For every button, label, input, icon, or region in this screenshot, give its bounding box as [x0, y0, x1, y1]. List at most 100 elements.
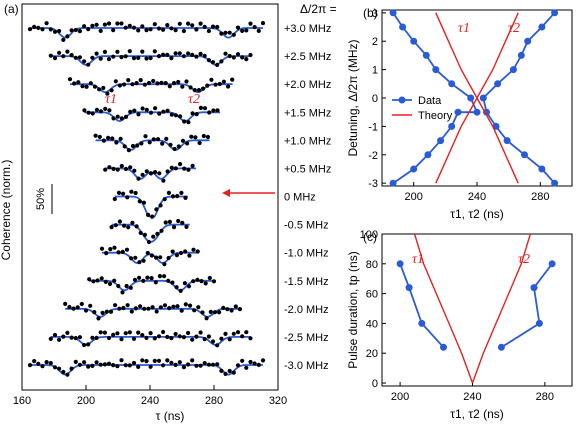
trace-point	[150, 214, 155, 219]
trace-point	[189, 134, 194, 139]
trace-point	[169, 165, 174, 170]
trace-point	[176, 79, 181, 85]
trace-point	[104, 309, 109, 314]
trace-point	[123, 331, 128, 336]
trace-point	[231, 370, 236, 375]
trace-point	[162, 262, 167, 267]
tau1-label-a: τ1	[105, 92, 117, 107]
trace-point	[130, 220, 135, 225]
trace-point	[156, 26, 162, 31]
data-point	[551, 179, 559, 187]
trace-point	[157, 111, 162, 116]
trace-point	[106, 57, 112, 62]
trace-point	[173, 362, 178, 367]
trace-point	[44, 21, 49, 26]
trace-point	[48, 336, 53, 341]
trace-point	[40, 27, 45, 32]
tau2-label-a: τ2	[188, 92, 200, 107]
data-line	[399, 263, 445, 348]
trace-point	[69, 335, 74, 340]
trace-point	[203, 281, 208, 286]
trace-point	[219, 31, 224, 36]
data-point	[530, 284, 538, 292]
trace-point	[115, 114, 120, 119]
trace-point	[27, 363, 33, 368]
trace-point	[142, 306, 147, 311]
trace-point	[137, 275, 142, 280]
data-point	[524, 37, 532, 45]
trace-point	[167, 306, 172, 311]
data-point	[548, 260, 556, 268]
trace-point	[138, 304, 143, 309]
trace-point	[106, 135, 111, 140]
trace-point	[207, 110, 212, 115]
data-point	[396, 260, 404, 268]
trace-point	[235, 363, 241, 368]
trace-point	[153, 280, 158, 285]
trace-point	[120, 249, 125, 254]
trace-point	[144, 335, 149, 340]
trace-point	[48, 27, 53, 32]
detuning-label: -0.5 MHz	[284, 220, 329, 232]
trace-point	[160, 141, 165, 146]
trace-point	[61, 334, 66, 339]
trace-point	[139, 141, 144, 146]
trace-point	[152, 22, 157, 27]
trace-point	[217, 310, 222, 315]
trace-point	[217, 81, 222, 87]
panel-b-ticks: 200 240 280 -3 -2 -1 0 1 2 3	[368, 8, 549, 203]
trace-point	[161, 178, 166, 183]
trace-point	[221, 305, 226, 310]
trace-point	[186, 362, 191, 367]
trace-point	[198, 105, 203, 110]
trace-point	[48, 361, 53, 366]
trace-point	[100, 310, 105, 315]
trace-point	[133, 190, 138, 196]
trace-point	[57, 337, 62, 342]
trace-point	[138, 230, 143, 235]
trace-point	[161, 329, 166, 335]
detuning-label: -3.0 MHz	[284, 360, 329, 372]
trace-point	[151, 78, 156, 84]
trace-point	[211, 108, 216, 113]
trace-point	[206, 334, 211, 339]
trace-point	[183, 249, 188, 254]
trace-point	[174, 285, 179, 290]
data-point	[422, 51, 430, 59]
trace-point	[171, 225, 177, 230]
trace-point	[94, 22, 99, 27]
y-tick-label: -2	[368, 150, 378, 162]
data-point	[517, 51, 525, 59]
data-point	[405, 284, 413, 292]
trace-point	[123, 25, 128, 30]
x-tick-label: 280	[531, 191, 549, 203]
trace-point	[127, 49, 132, 54]
trace-point	[128, 109, 133, 114]
trace-point	[40, 364, 45, 369]
trace-point	[111, 363, 116, 368]
trace-point	[252, 25, 257, 30]
trace-point	[124, 283, 129, 289]
trace-point	[171, 81, 177, 86]
trace-point	[223, 331, 228, 336]
trace-point	[195, 277, 200, 282]
trace-point	[119, 337, 124, 342]
trace-point	[69, 366, 74, 371]
panel-b: (b) 200 240 280 -3 -2 -1 0 1 2 3 τ1, τ2 (ns) Detu…	[346, 6, 573, 221]
trace-point	[176, 144, 181, 149]
trace-point	[107, 108, 112, 113]
trace-point	[161, 363, 166, 368]
trace-point	[86, 342, 91, 347]
trace-point	[123, 54, 128, 59]
trace-point	[165, 23, 170, 28]
trace-point	[32, 359, 37, 364]
trace-point	[252, 361, 257, 366]
trace-point	[138, 78, 143, 83]
trace-point	[244, 57, 249, 62]
trace-point	[27, 27, 33, 32]
trace-point	[181, 28, 186, 34]
panel-a-xlabel: τ (ns)	[156, 409, 185, 423]
trace-point	[67, 304, 72, 310]
trace-point	[155, 231, 160, 236]
